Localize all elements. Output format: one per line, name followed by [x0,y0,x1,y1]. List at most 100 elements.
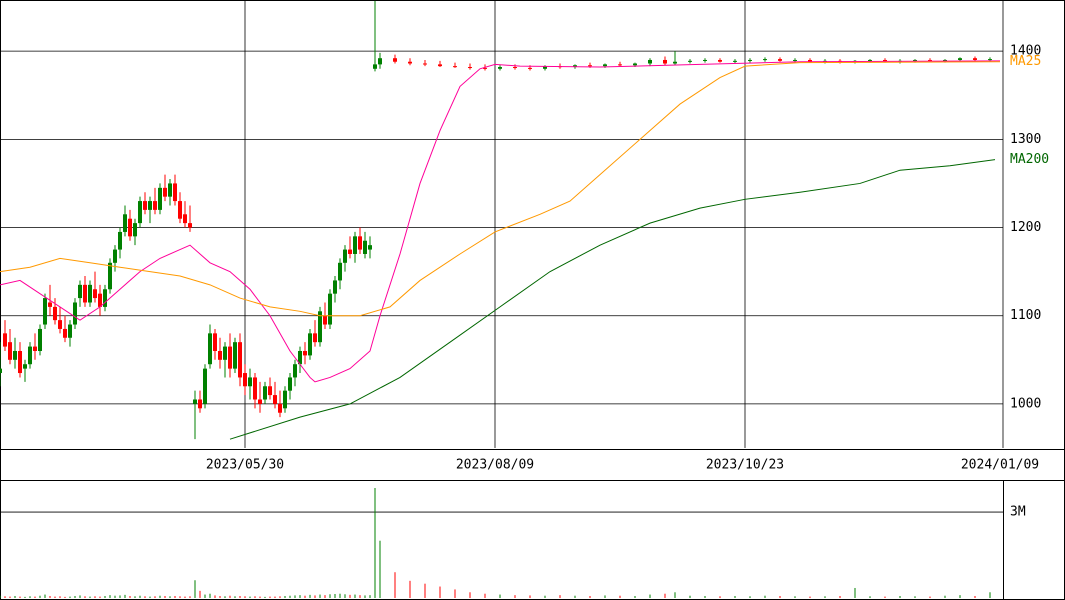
candle-body [133,223,137,237]
volume-bar [869,596,871,598]
candle-body [338,262,342,281]
volume-bar [719,596,721,598]
volume-bar [99,596,101,598]
volume-bar [84,596,86,598]
volume-bar [839,595,841,598]
volume-bar [914,596,916,598]
volume-bar [59,596,61,598]
candle-body [748,59,752,61]
candle-body [53,306,57,321]
moving-average-line [229,159,996,440]
volume-bar [154,596,156,598]
candle-body [703,59,707,61]
y-tick-label: 1400 [1010,44,1041,59]
candle-body [293,364,297,378]
volume-bar [74,595,76,598]
candle-body [183,214,187,224]
volume-bar [89,596,91,598]
candle-body [988,59,992,61]
candle-body [763,59,767,61]
volume-bar [634,595,636,598]
candle-body [18,350,22,374]
volume-bar [284,595,286,598]
volume-bar [239,595,241,598]
volume-bar [114,595,116,598]
volume-bar [224,596,226,598]
candle-body [313,333,317,343]
volume-bar [289,595,291,598]
candle-body [148,201,152,210]
volume-bar [24,596,26,598]
volume-bar [779,595,781,598]
candle-body [263,386,267,400]
volume-bar [749,596,751,598]
volume-bar [354,594,356,598]
candle-body [343,249,347,263]
volume-bar [264,596,266,598]
volume-bar [604,595,606,598]
candle-body [368,245,372,250]
volume-bar [134,596,136,598]
candle-body [373,64,377,69]
candle-body [233,342,237,369]
candle-body [323,315,327,325]
candle-body [238,342,242,378]
volume-bar [214,595,216,598]
candle-body [688,60,692,62]
candle-body [43,298,47,325]
candle-body [318,311,322,343]
candle-body [118,231,122,250]
volume-bar [959,595,961,598]
volume-bar [589,595,591,598]
volume-bar [329,594,331,598]
candle-body [393,58,397,62]
x-tick-label: 2023/05/30 [206,458,284,473]
candle-body [63,328,67,338]
candle-body [453,66,457,68]
candle-body [883,59,887,62]
candle-body [0,368,2,374]
candle-body [143,201,147,210]
y-tick-label: 3M [1010,505,1026,520]
volume-bar [274,596,276,598]
volume-bar [339,593,341,598]
candle-body [358,236,362,250]
volume-bar [219,595,221,598]
candle-body [588,65,592,67]
candle-body [348,249,352,254]
volume-bar [29,596,31,598]
candle-body [648,59,652,64]
volume-bar [764,595,766,598]
candle-body [333,280,337,294]
volume-bar [4,596,6,598]
x-tick-label: 2023/10/23 [706,458,784,473]
candle-body [808,59,812,62]
y-tick-label: 1100 [1010,308,1041,323]
volume-bar [824,596,826,598]
candle-body [173,183,177,202]
volume-bar [9,596,11,598]
x-tick-label: 2023/08/09 [456,458,534,473]
candle-body [13,350,17,360]
volume-bar [304,595,306,598]
volume-bar [899,595,901,598]
candle-body [258,399,262,404]
legend-label: MA25 [1010,54,1041,69]
volume-bar [409,580,411,598]
candle-body [543,66,547,69]
candle-body [178,201,182,219]
volume-bar [249,596,251,598]
volume-bar [0,595,1,598]
candle-body [718,59,722,62]
candle-body [253,377,257,400]
candle-body [288,377,292,391]
volume-bar [54,596,56,598]
volume-bar [279,596,281,598]
volume-bar [199,590,201,598]
candle-body [498,67,502,69]
volume-bar [989,592,991,598]
moving-average-line [0,60,1001,383]
volume-bar [174,595,176,598]
volume-bar [559,595,561,598]
